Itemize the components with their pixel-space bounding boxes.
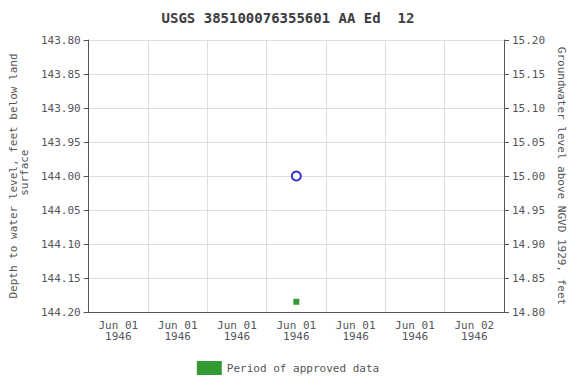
- svg-text:1946: 1946: [283, 330, 310, 343]
- svg-text:Jun 02: Jun 02: [454, 319, 495, 332]
- svg-text:144.05: 144.05: [41, 204, 81, 217]
- svg-text:15.20: 15.20: [512, 34, 545, 47]
- svg-text:15.05: 15.05: [512, 136, 545, 149]
- svg-text:1946: 1946: [402, 330, 429, 343]
- svg-text:Jun 01: Jun 01: [395, 319, 435, 332]
- svg-text:USGS 385100076355601 AA Ed 12: USGS 385100076355601 AA Ed 12: [162, 10, 415, 26]
- svg-text:1946: 1946: [342, 330, 369, 343]
- svg-text:Jun 01: Jun 01: [157, 319, 198, 332]
- svg-text:14.85: 14.85: [512, 272, 545, 285]
- svg-text:15.15: 15.15: [512, 68, 545, 81]
- svg-text:143.90: 143.90: [41, 102, 81, 115]
- svg-text:143.85: 143.85: [41, 68, 81, 81]
- svg-text:14.90: 14.90: [512, 238, 545, 251]
- svg-text:Jun 01: Jun 01: [98, 319, 139, 332]
- svg-text:144.00: 144.00: [41, 170, 81, 183]
- svg-text:15.00: 15.00: [512, 170, 545, 183]
- svg-text:1946: 1946: [224, 330, 251, 343]
- svg-text:144.20: 144.20: [41, 306, 81, 319]
- svg-text:1946: 1946: [105, 330, 131, 343]
- svg-text:14.95: 14.95: [512, 204, 545, 217]
- svg-text:143.95: 143.95: [41, 136, 81, 149]
- svg-text:Period of approved data: Period of approved data: [227, 362, 379, 375]
- svg-text:Depth to water level, feet bel: Depth to water level, feet below land: [7, 53, 20, 299]
- svg-text:15.10: 15.10: [512, 102, 545, 115]
- svg-text:143.80: 143.80: [41, 34, 81, 47]
- svg-text:1946: 1946: [164, 330, 191, 343]
- svg-text:14.80: 14.80: [512, 306, 545, 319]
- svg-text:1946: 1946: [461, 330, 488, 343]
- svg-text:Jun 01: Jun 01: [276, 319, 317, 332]
- svg-text:Jun 01: Jun 01: [217, 319, 257, 332]
- svg-text:surface: surface: [18, 150, 31, 203]
- svg-text:Groundwater level above NGVD 1: Groundwater level above NGVD 1929, feet: [555, 47, 568, 305]
- svg-text:144.15: 144.15: [41, 272, 81, 285]
- svg-text:Jun 01: Jun 01: [335, 319, 376, 332]
- svg-text:144.10: 144.10: [41, 238, 81, 251]
